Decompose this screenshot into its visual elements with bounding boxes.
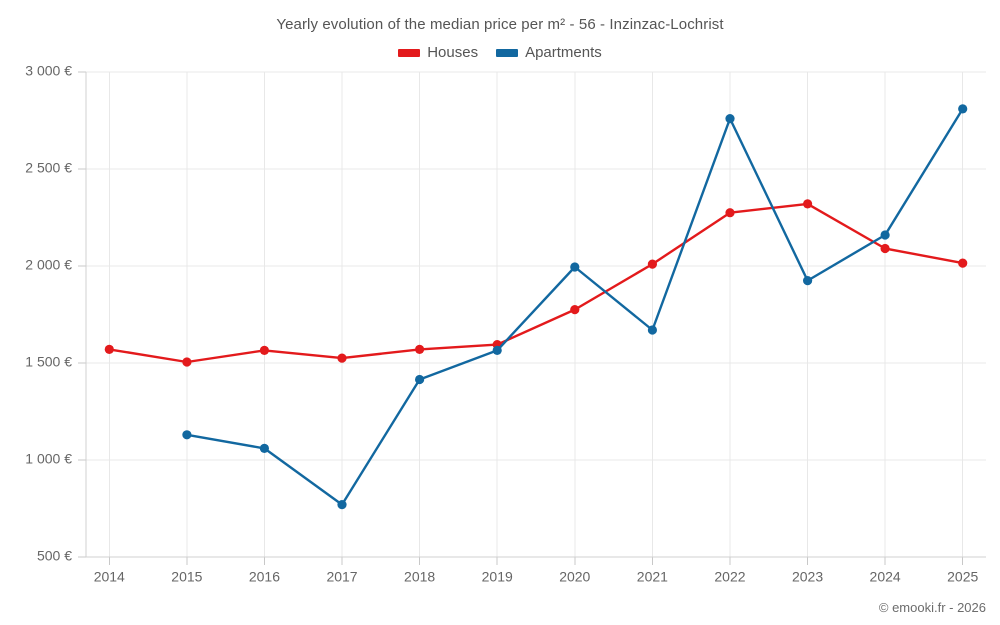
legend-swatch-apartments	[496, 48, 519, 57]
data-point-apartments-2024[interactable]	[880, 230, 890, 240]
x-axis-tick-label: 2015	[171, 568, 202, 584]
gridlines-group	[86, 71, 986, 558]
y-axis-tick-label: 1 500 €	[25, 354, 72, 370]
data-point-houses-2022[interactable]	[725, 208, 735, 218]
data-point-apartments-2020[interactable]	[570, 262, 580, 272]
x-axis-tick-label: 2020	[559, 568, 590, 584]
x-axis-ticks-group: 2014 2015 2016 2017 2018 2019 2020 2021 2022 2023…	[85, 72, 986, 584]
legend-label-houses: Houses	[427, 44, 479, 61]
x-axis-tick-label: 2023	[792, 568, 823, 584]
y-axis-tick-label: 1 000 €	[25, 451, 72, 467]
data-point-apartments-2023[interactable]	[803, 276, 813, 286]
x-axis-tick-label: 2018	[404, 568, 435, 584]
y-axis-ticks-group: 500 € 1 000 € 1 500 € 2 000 € 2 500 € 3 000 €	[25, 63, 86, 564]
data-point-apartments-2025[interactable]	[958, 104, 968, 114]
y-axis-tick-label: 2 500 €	[25, 160, 72, 176]
x-axis-tick-label: 2016	[249, 568, 280, 584]
x-axis-tick-label: 2022	[714, 568, 745, 584]
legend-swatch-houses	[398, 48, 421, 57]
x-axis-tick-label: 2024	[870, 568, 901, 584]
legend-item-houses[interactable]: Houses	[398, 44, 478, 61]
data-point-houses-2020[interactable]	[570, 305, 580, 315]
data-point-houses-2016[interactable]	[259, 345, 269, 355]
data-point-houses-2024[interactable]	[880, 243, 890, 254]
data-point-apartments-2017[interactable]	[337, 500, 347, 510]
chart-legend: Houses Apartments	[0, 44, 1000, 61]
data-point-apartments-2016[interactable]	[259, 443, 269, 453]
y-axis-tick-label: 3 000 €	[25, 63, 72, 79]
series-group	[104, 104, 968, 510]
x-axis-tick-label: 2025	[947, 568, 978, 584]
data-point-houses-2018[interactable]	[415, 344, 425, 354]
data-point-houses-2023[interactable]	[803, 199, 813, 209]
legend-item-apartments[interactable]: Apartments	[496, 44, 602, 61]
chart-title: Yearly evolution of the median price per…	[276, 16, 724, 33]
data-point-apartments-2021[interactable]	[647, 325, 658, 335]
data-point-apartments-2018[interactable]	[415, 374, 425, 385]
data-point-houses-2025[interactable]	[958, 258, 968, 268]
x-axis-tick-label: 2014	[94, 568, 125, 584]
data-point-houses-2021[interactable]	[647, 259, 658, 269]
data-point-apartments-2015[interactable]	[182, 430, 192, 440]
data-point-houses-2017[interactable]	[337, 353, 347, 363]
series-line-houses	[108, 202, 964, 364]
credit-text: © emooki.fr - 2026	[878, 600, 986, 615]
data-point-houses-2015[interactable]	[182, 357, 192, 367]
y-axis-tick-label: 500 €	[37, 548, 72, 564]
x-axis-tick-label: 2017	[326, 568, 357, 584]
x-axis-tick-label: 2019	[482, 568, 513, 584]
legend-label-apartments: Apartments	[525, 44, 602, 61]
data-point-apartments-2019[interactable]	[492, 345, 502, 355]
y-axis-tick-label: 2 000 €	[25, 257, 72, 273]
data-point-apartments-2022[interactable]	[725, 114, 735, 124]
x-axis-tick-label: 2021	[637, 568, 668, 584]
data-point-houses-2014[interactable]	[104, 344, 114, 354]
